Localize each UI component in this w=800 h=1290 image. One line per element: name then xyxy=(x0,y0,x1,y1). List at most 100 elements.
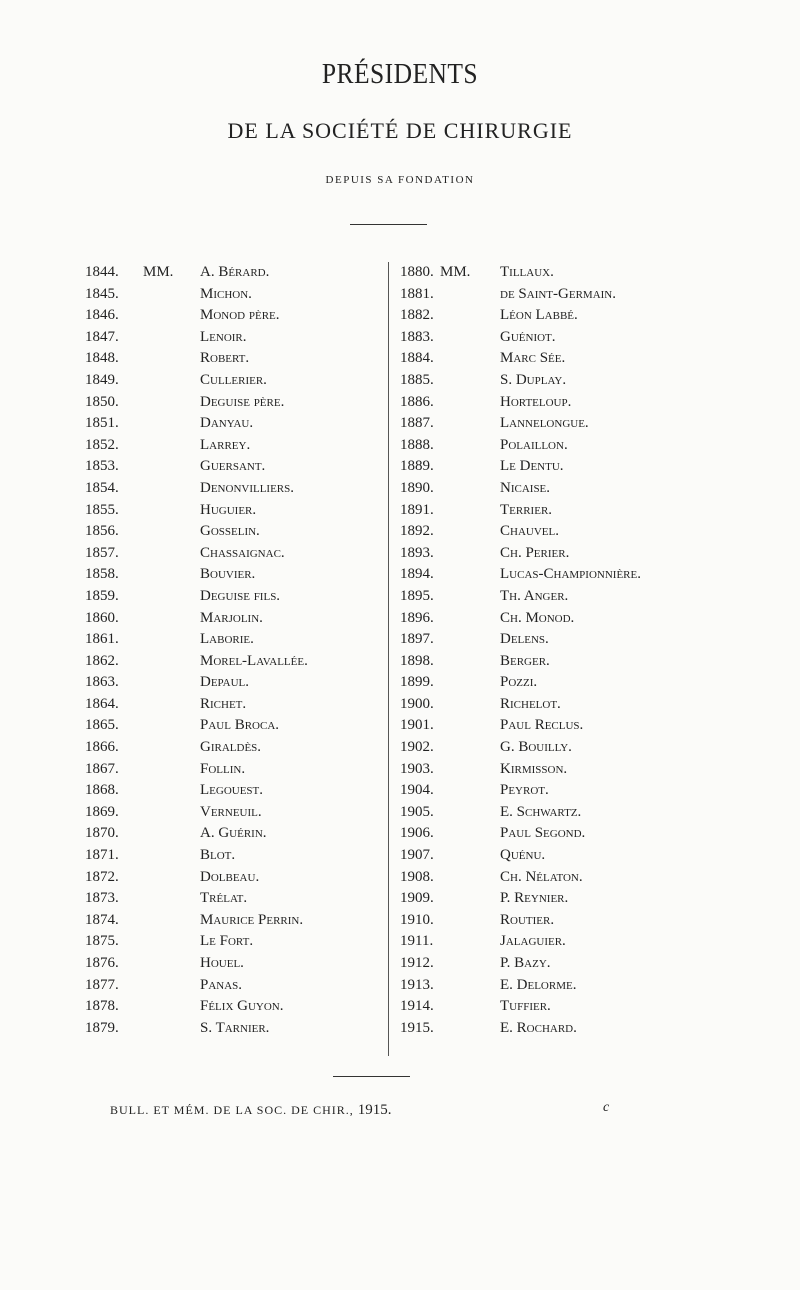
year: 1907. xyxy=(400,847,434,864)
year: 1885. xyxy=(400,371,434,388)
year: 1846. xyxy=(85,307,119,324)
year: 1891. xyxy=(400,501,434,518)
president-name: Ch. Nélaton. xyxy=(500,868,583,885)
president-name: Jalaguier. xyxy=(500,933,566,950)
president-name: Houel. xyxy=(200,955,244,971)
president-name: Ch. Perier. xyxy=(500,544,570,561)
year: 1864. xyxy=(85,695,119,712)
president-name: Quénu. xyxy=(500,847,546,864)
president-name: Chassaignac. xyxy=(200,544,285,561)
president-name: Th. Anger. xyxy=(500,587,569,604)
president-name: Giraldès. xyxy=(200,739,262,756)
president-name: Panas. xyxy=(200,976,243,993)
president-name: Depaul. xyxy=(200,674,250,691)
year: 1844. xyxy=(85,264,119,280)
year: 1908. xyxy=(400,868,434,885)
year: 1888. xyxy=(400,436,434,453)
year: 1866. xyxy=(85,739,119,756)
year: 1889. xyxy=(400,458,434,475)
year: 1896. xyxy=(400,609,434,626)
president-name: Marjolin. xyxy=(200,609,263,626)
president-name: Peyrot. xyxy=(500,782,549,799)
year: 1855. xyxy=(85,501,119,518)
president-name: Monod père. xyxy=(200,307,280,324)
since-caption: DEPUIS SA FONDATION xyxy=(325,174,475,186)
year: 1860. xyxy=(85,609,119,626)
president-name: Marc Sée. xyxy=(500,350,566,367)
year: 1865. xyxy=(85,717,119,734)
year: 1854. xyxy=(85,479,119,496)
year: 1894. xyxy=(400,566,434,583)
year: 1863. xyxy=(85,674,119,691)
president-name: Robert. xyxy=(200,350,250,367)
president-name: Pozzi. xyxy=(500,674,538,691)
president-name: P. Bazy. xyxy=(500,955,551,971)
year: 1880. xyxy=(400,264,434,280)
year: 1911. xyxy=(400,933,434,950)
year: 1883. xyxy=(400,328,434,345)
year: 1862. xyxy=(85,652,119,669)
president-name: Larrey. xyxy=(200,436,251,453)
president-name: Follin. xyxy=(200,760,246,777)
year: 1871. xyxy=(85,847,119,864)
president-name: Dolbeau. xyxy=(200,868,260,885)
year: 1890. xyxy=(400,479,434,496)
year: 1861. xyxy=(85,631,119,648)
president-name: Horteloup. xyxy=(500,393,572,410)
president-name: Legouest. xyxy=(200,782,264,799)
president-name: A. Guérin. xyxy=(200,825,267,842)
year: 1905. xyxy=(400,803,434,820)
president-name: Chauvel. xyxy=(500,523,559,540)
year: 1915. xyxy=(400,1019,434,1036)
president-name: Trélat. xyxy=(200,890,248,907)
year: 1857. xyxy=(85,544,119,561)
president-name: Delens. xyxy=(500,631,549,648)
president-name: E. Delorme. xyxy=(500,976,577,993)
president-name: Nicaise. xyxy=(500,479,551,496)
year: 1887. xyxy=(400,415,434,432)
president-name: Tuffier. xyxy=(500,998,551,1015)
year: 1903. xyxy=(400,760,434,777)
year: 1856. xyxy=(85,523,119,540)
president-name: Laborie. xyxy=(200,631,254,648)
president-name: Guersant. xyxy=(200,458,266,475)
president-name: Paul Broca. xyxy=(200,717,280,734)
year: 1859. xyxy=(85,587,119,604)
year: 1881. xyxy=(400,285,434,302)
president-name: Gosselin. xyxy=(200,523,260,540)
column-divider xyxy=(388,262,389,1056)
year: 1901. xyxy=(400,717,434,734)
president-name: Kirmisson. xyxy=(500,760,568,777)
president-name: Cullerier. xyxy=(200,371,267,388)
footer-citation: BULL. ET MÉM. DE LA SOC. DE CHIR., 1915. xyxy=(110,1102,392,1119)
president-name: G. Bouilly. xyxy=(500,739,572,756)
year: 1875. xyxy=(85,933,119,950)
year: 1879. xyxy=(85,1019,119,1036)
year: 1845. xyxy=(85,285,119,302)
president-name: Blot. xyxy=(200,847,236,864)
president-name: Bouvier. xyxy=(200,566,256,583)
president-name: Ch. Monod. xyxy=(500,609,575,626)
president-name: E. Schwartz. xyxy=(500,803,582,820)
year: 1899. xyxy=(400,674,434,691)
year: 1900. xyxy=(400,695,434,712)
year: 1868. xyxy=(85,782,119,799)
president-name: Paul Reclus. xyxy=(500,717,584,734)
president-name: Danyau. xyxy=(200,415,254,432)
year: 1849. xyxy=(85,371,119,388)
president-name: S. Duplay. xyxy=(500,371,567,388)
year: 1873. xyxy=(85,890,119,907)
president-name: Terrier. xyxy=(500,501,553,518)
president-name: Morel-Lavallée. xyxy=(200,652,308,669)
year: 1895. xyxy=(400,587,434,604)
year: 1851. xyxy=(85,415,119,432)
year: 1876. xyxy=(85,955,119,971)
president-name: E. Rochard. xyxy=(500,1019,577,1036)
president-name: Léon Labbé. xyxy=(500,307,578,324)
year: 1893. xyxy=(400,544,434,561)
year: 1913. xyxy=(400,976,434,993)
page-title: PRÉSIDENTS xyxy=(321,58,479,90)
president-name: Lannelongue. xyxy=(500,415,589,432)
year: 1914. xyxy=(400,998,434,1015)
president-name: Guéniot. xyxy=(500,328,556,345)
